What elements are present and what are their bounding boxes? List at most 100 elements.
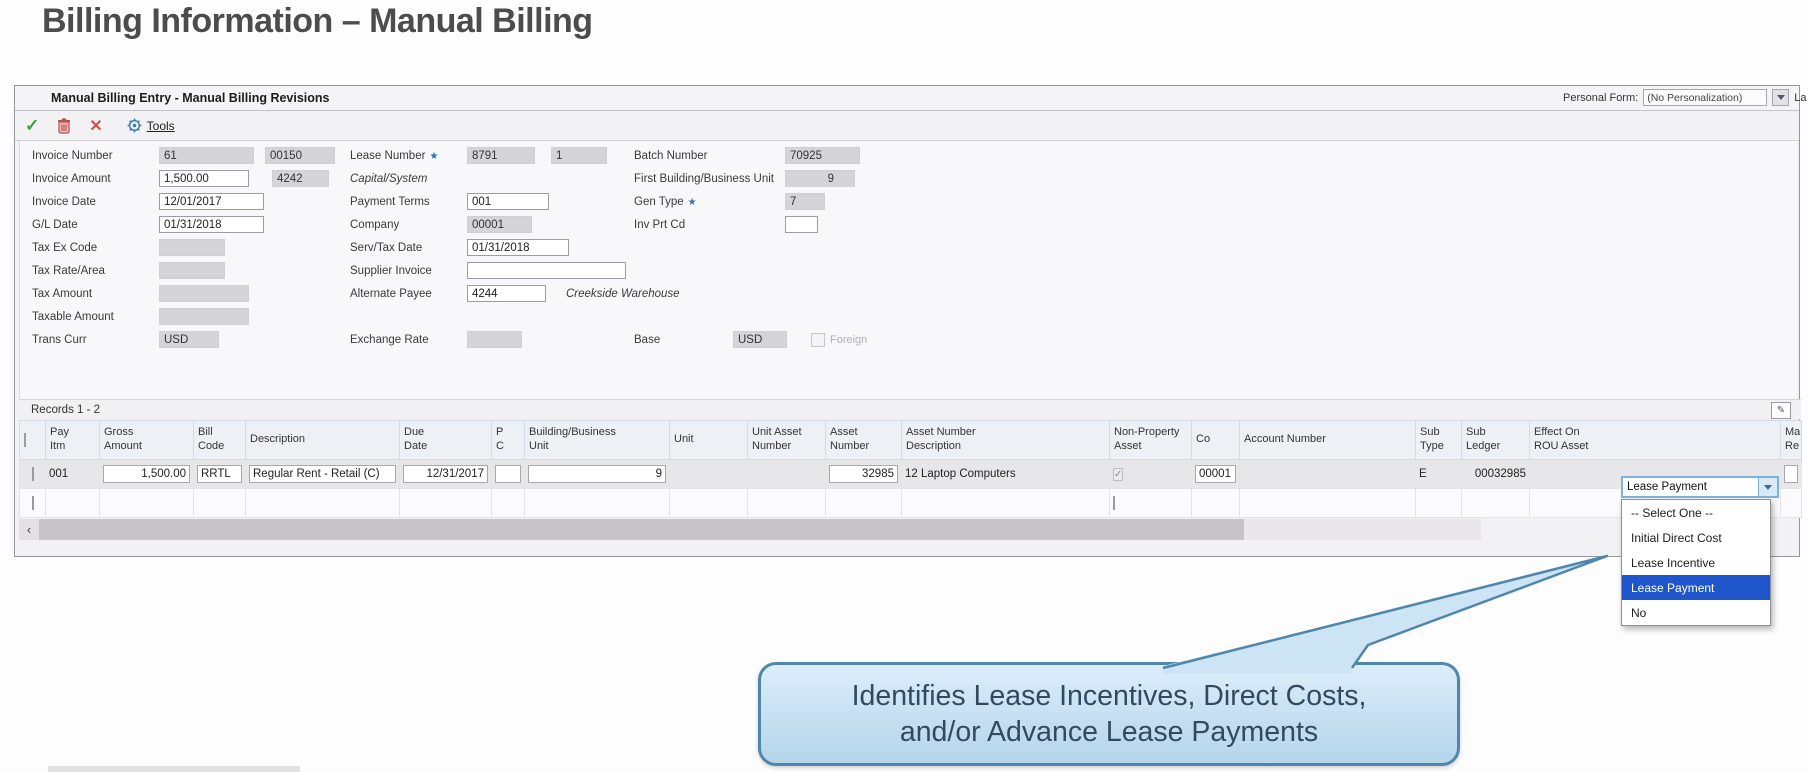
tools-label: Tools: [146, 118, 175, 133]
foreign-checkbox[interactable]: [811, 332, 825, 347]
lease-version-input[interactable]: [551, 147, 607, 164]
invoice-number-input[interactable]: [159, 147, 254, 164]
col-asset-number-description[interactable]: Asset Number Description: [901, 420, 1110, 460]
base-currency-input[interactable]: [733, 331, 787, 348]
window-titlebar: Manual Billing Entry - Manual Billing Re…: [15, 86, 1806, 111]
col-sub-ledger[interactable]: Sub Ledger: [1461, 420, 1530, 460]
due-date-cell: [399, 459, 492, 489]
tax-amount-input[interactable]: [159, 285, 249, 302]
select-all-header: [19, 420, 46, 460]
col-clipped[interactable]: Ma Re: [1780, 420, 1802, 460]
asset-description-cell: 12 Laptop Computers: [901, 459, 1110, 489]
due-date-input[interactable]: [403, 465, 488, 483]
clipped-input[interactable]: [1784, 465, 1798, 483]
header-form: Invoice Number Invoice Amount Invoice Da…: [19, 141, 1797, 399]
select-caret-button[interactable]: [1758, 478, 1777, 496]
select-all-checkbox[interactable]: [24, 433, 26, 447]
grid-header-row: Pay Itm Gross Amount Bill Code Description …: [19, 420, 1802, 460]
co-input[interactable]: [1195, 465, 1236, 483]
option-lease-payment[interactable]: Lease Payment: [1622, 575, 1770, 600]
lease-number-input[interactable]: [467, 147, 535, 164]
sub-type-cell: E: [1415, 459, 1462, 489]
option-initial-direct-cost[interactable]: Initial Direct Cost: [1631, 530, 1722, 545]
trans-curr-input[interactable]: [159, 331, 219, 348]
non-property-asset-checkbox[interactable]: ✓: [1113, 468, 1124, 481]
col-asset-number[interactable]: Asset Number: [825, 420, 902, 460]
tax-ex-code-label: Tax Ex Code: [32, 241, 98, 254]
col-effect-on-rou-asset[interactable]: Effect On ROU Asset: [1529, 420, 1781, 460]
col-pay-itm[interactable]: Pay Itm: [45, 420, 100, 460]
row-checkbox[interactable]: [31, 496, 34, 510]
col-due-date[interactable]: Due Date: [399, 420, 492, 460]
batch-number-input[interactable]: [785, 147, 860, 164]
tools-menu[interactable]: Tools: [127, 118, 175, 133]
supplier-invoice-input[interactable]: [467, 262, 626, 279]
personal-form-caret-button[interactable]: [1772, 89, 1790, 106]
personal-form-select[interactable]: (No Personalization): [1643, 89, 1768, 106]
option-select-one[interactable]: -- Select One --: [1631, 505, 1714, 520]
effect-on-rou-option-list: -- Select One -- Initial Direct Cost Lea…: [1621, 499, 1771, 626]
batch-number-label: Batch Number: [634, 149, 708, 162]
exchange-rate-input[interactable]: [467, 331, 522, 348]
row-checkbox[interactable]: [31, 467, 34, 481]
col-co[interactable]: Co: [1191, 420, 1240, 460]
non-property-asset-checkbox[interactable]: [1113, 496, 1115, 510]
col-unit-asset-number[interactable]: Unit Asset Number: [747, 420, 826, 460]
grid-customize-button[interactable]: ✎: [1771, 402, 1791, 419]
alternate-payee-name: Creekside Warehouse: [566, 287, 680, 300]
inv-prt-cd-input[interactable]: [785, 216, 818, 233]
scroll-left-arrow-icon[interactable]: ‹: [19, 519, 39, 540]
serv-tax-date-input[interactable]: [467, 239, 569, 256]
option-lease-incentive[interactable]: Lease Incentive: [1631, 555, 1716, 570]
grid-horizontal-scrollbar[interactable]: ‹: [19, 519, 1481, 540]
col-non-property-asset[interactable]: Non-Property Asset: [1109, 420, 1192, 460]
scrollbar-thumb[interactable]: [39, 519, 1244, 540]
invoice-date-input[interactable]: [159, 193, 264, 210]
ok-button[interactable]: ✓: [25, 116, 39, 136]
sub-ledger-cell: 00032985: [1461, 459, 1530, 489]
col-unit[interactable]: Unit: [669, 420, 748, 460]
col-bill-code[interactable]: Bill Code: [193, 420, 246, 460]
serv-tax-date-label: Serv/Tax Date: [350, 241, 423, 254]
description-input[interactable]: [249, 465, 396, 483]
grid-records-bar: Records 1 - 2 ✎: [19, 399, 1801, 419]
gross-amount-cell: [99, 459, 194, 489]
cancel-button[interactable]: ✕: [89, 116, 102, 136]
effect-on-rou-select[interactable]: Lease Payment: [1621, 476, 1779, 498]
building-unit-input[interactable]: [528, 465, 666, 483]
col-description[interactable]: Description: [245, 420, 400, 460]
gl-date-input[interactable]: [159, 216, 264, 233]
bill-code-input[interactable]: [197, 465, 242, 483]
pc-input[interactable]: [495, 465, 521, 483]
trash-icon: [58, 117, 71, 134]
description-cell: [245, 459, 400, 489]
exchange-rate-label: Exchange Rate: [350, 333, 429, 346]
option-no[interactable]: No: [1631, 605, 1647, 620]
gen-type-input[interactable]: [785, 193, 825, 210]
col-gross-amount[interactable]: Gross Amount: [99, 420, 194, 460]
toolbar: ✓ ✕ Tools: [15, 111, 1799, 141]
col-account-number[interactable]: Account Number: [1239, 420, 1416, 460]
col-building-unit[interactable]: Building/Business Unit: [524, 420, 670, 460]
invoice-amount-code-input[interactable]: [272, 170, 329, 187]
col-sub-type[interactable]: Sub Type: [1415, 420, 1462, 460]
callout-line-1: Identifies Lease Incentives, Direct Cost…: [851, 679, 1367, 712]
gross-amount-input[interactable]: [103, 465, 190, 483]
alternate-payee-input[interactable]: [467, 285, 546, 302]
invoice-amount-input[interactable]: [159, 170, 249, 187]
delete-button[interactable]: [57, 117, 71, 134]
payment-terms-input[interactable]: [467, 193, 549, 210]
chevron-down-icon: [1776, 95, 1785, 100]
first-building-unit-input[interactable]: [785, 170, 855, 187]
invoice-number-doc-type-input[interactable]: [265, 147, 335, 164]
lease-number-label: Lease Number ★: [350, 149, 439, 162]
tax-rate-area-input[interactable]: [159, 262, 225, 279]
callout-pointer: [1162, 554, 1609, 674]
taxable-amount-input[interactable]: [159, 308, 249, 325]
tax-ex-code-input[interactable]: [159, 239, 225, 256]
asset-number-input[interactable]: [829, 465, 898, 483]
personal-form-label: Personal Form:: [1563, 91, 1639, 104]
first-building-unit-label: First Building/Business Unit: [634, 172, 774, 185]
company-input[interactable]: [467, 216, 532, 233]
